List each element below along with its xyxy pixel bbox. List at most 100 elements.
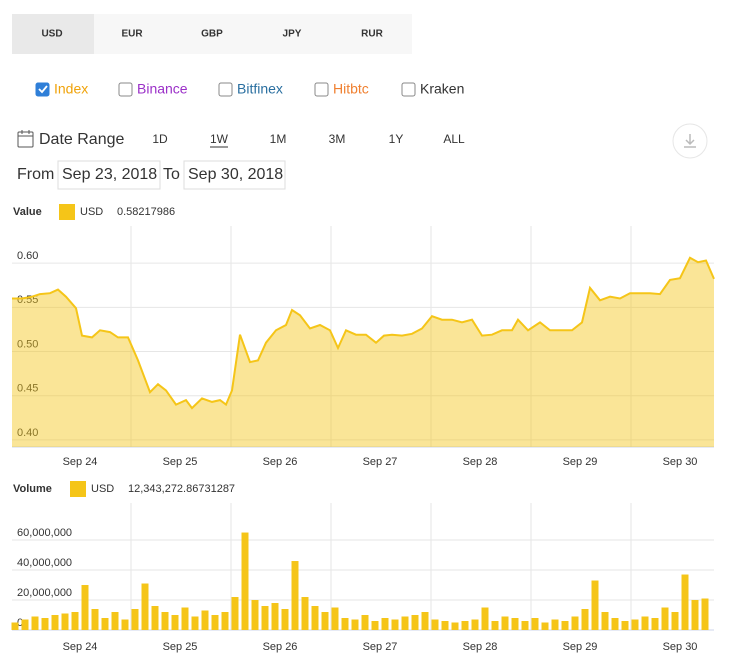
volume-bar <box>311 606 319 630</box>
volume-bar <box>551 619 559 630</box>
volume-bar <box>531 618 539 630</box>
volume-bar <box>421 612 429 630</box>
volume-bar <box>611 618 619 630</box>
legend-title: Value <box>13 206 42 218</box>
volume-bar <box>201 610 209 630</box>
volume-bar <box>141 583 149 630</box>
y-tick-label: 0 <box>17 617 23 629</box>
volume-bar <box>331 607 339 630</box>
area-line <box>12 256 715 410</box>
volume-bar <box>401 616 409 630</box>
volume-bar <box>21 619 29 630</box>
range-button[interactable]: 1W <box>210 132 229 146</box>
volume-bar <box>501 616 509 630</box>
volume-bar <box>291 561 299 630</box>
x-tick-label: Sep 26 <box>263 641 298 653</box>
volume-bar <box>411 615 419 630</box>
checkbox[interactable] <box>118 82 133 97</box>
x-tick-label: Sep 26 <box>263 456 298 468</box>
volume-bar <box>461 621 469 630</box>
checkmark <box>38 85 48 94</box>
volume-bar <box>571 616 579 630</box>
y-tick-label: 0.50 <box>17 338 38 350</box>
checkbox[interactable] <box>401 82 416 97</box>
volume-bar <box>481 607 489 630</box>
volume-bar <box>211 615 219 630</box>
volume-bar <box>691 600 699 630</box>
y-tick-label: 0.60 <box>17 250 38 262</box>
exchange-label[interactable]: Bitfinex <box>237 81 283 97</box>
range-button[interactable]: ALL <box>443 132 465 146</box>
range-button[interactable]: 1D <box>152 132 168 146</box>
volume-bar <box>61 613 69 630</box>
volume-bar <box>511 618 519 630</box>
legend-value: 0.58217986 <box>117 206 175 218</box>
checkbox[interactable] <box>35 82 50 97</box>
volume-bar <box>541 622 549 630</box>
volume-bar <box>221 612 229 630</box>
from-input[interactable] <box>57 160 161 190</box>
volume-bar <box>81 585 89 630</box>
x-tick-label: Sep 30 <box>663 641 698 653</box>
to-input[interactable] <box>183 160 286 190</box>
currency-tab[interactable]: EUR <box>121 29 143 40</box>
x-tick-label: Sep 25 <box>163 641 198 653</box>
x-tick-label: Sep 27 <box>363 641 398 653</box>
volume-bar <box>641 616 649 630</box>
y-tick-label: 20,000,000 <box>17 587 72 599</box>
checkbox[interactable] <box>314 82 329 97</box>
volume-bar <box>561 621 569 630</box>
volume-bar <box>241 532 249 630</box>
exchange-label[interactable]: Index <box>54 81 88 97</box>
tab-selected[interactable] <box>12 14 94 54</box>
x-tick-label: Sep 24 <box>63 641 98 653</box>
volume-bar <box>161 612 169 630</box>
volume-bar <box>491 621 499 630</box>
from-label: From <box>17 166 54 183</box>
exchange-label[interactable]: Hitbtc <box>333 81 369 97</box>
volume-bar <box>621 621 629 630</box>
checkbox[interactable] <box>218 82 233 97</box>
x-tick-label: Sep 29 <box>563 456 598 468</box>
exchange-label[interactable]: Kraken <box>420 81 464 97</box>
currency-tab[interactable]: USD <box>41 29 62 40</box>
volume-bar <box>181 607 189 630</box>
volume-bar <box>151 606 159 630</box>
volume-bar <box>661 607 669 630</box>
volume-bar <box>471 619 479 630</box>
range-button[interactable]: 1Y <box>389 132 404 146</box>
y-tick-label: 60,000,000 <box>17 527 72 539</box>
legend-name: USD <box>91 483 114 495</box>
volume-bar <box>441 621 449 630</box>
volume-bar <box>521 621 529 630</box>
currency-tab[interactable]: JPY <box>283 29 302 40</box>
x-tick-label: Sep 30 <box>663 456 698 468</box>
x-tick-label: Sep 28 <box>463 456 498 468</box>
y-tick-label: 0.45 <box>17 383 38 395</box>
range-button[interactable]: 3M <box>329 132 346 146</box>
exchange-label[interactable]: Binance <box>137 81 188 97</box>
volume-bar <box>361 615 369 630</box>
volume-bar <box>321 612 329 630</box>
volume-bar <box>261 606 269 630</box>
volume-bar <box>651 618 659 630</box>
volume-bar <box>121 619 129 630</box>
volume-bar <box>431 619 439 630</box>
volume-bar <box>341 618 349 630</box>
currency-tab[interactable]: GBP <box>201 29 223 40</box>
volume-bar <box>281 609 289 630</box>
y-tick-label: 0.40 <box>17 427 38 439</box>
volume-bar <box>231 597 239 630</box>
range-button[interactable]: 1M <box>270 132 287 146</box>
currency-tab[interactable]: RUR <box>361 29 383 40</box>
legend-swatch <box>70 481 86 497</box>
download-button[interactable] <box>672 123 708 159</box>
x-tick-label: Sep 24 <box>63 456 98 468</box>
x-tick-label: Sep 29 <box>563 641 598 653</box>
volume-bar <box>671 612 679 630</box>
volume-bar <box>41 618 49 630</box>
from-date: Sep 23, 2018 <box>62 166 157 183</box>
volume-bar <box>601 612 609 630</box>
volume-bar <box>681 574 689 630</box>
